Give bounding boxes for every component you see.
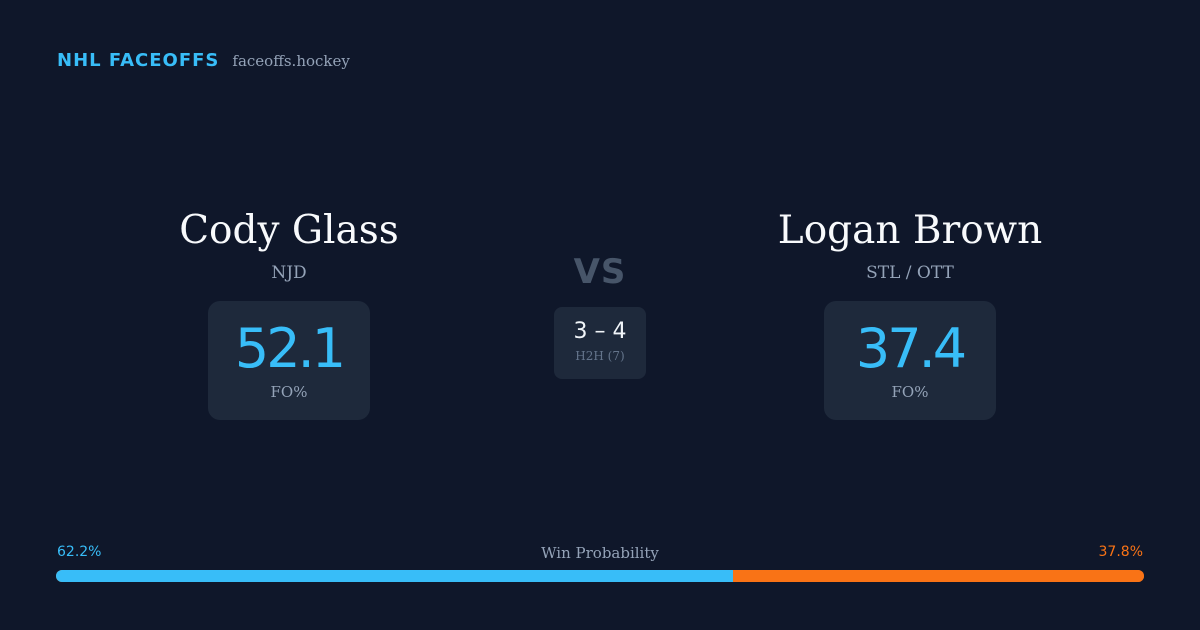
win-probability-bar-right (732, 570, 1144, 582)
faceoff-percentage: 52.1 (234, 317, 346, 380)
win-probability-left: 62.2% (57, 544, 102, 560)
stat-card: 37.4 FO% (824, 301, 996, 420)
player-name: Logan Brown (777, 208, 1043, 253)
head-to-head-score: 3 – 4 (573, 319, 627, 344)
brand: NHL FACEOFFS faceoffs.hockey (57, 50, 350, 71)
win-probability-bar (56, 570, 1144, 582)
win-probability-title: Win Probability (541, 544, 659, 562)
win-probability-right: 37.8% (1098, 544, 1143, 560)
faceoff-percentage: 37.4 (855, 317, 967, 380)
stat-card: 52.1 FO% (208, 301, 370, 420)
head-to-head-card: 3 – 4 H2H (7) (554, 307, 646, 379)
versus-label: VS (573, 252, 627, 292)
brand-title: NHL FACEOFFS (57, 50, 220, 71)
brand-url: faceoffs.hockey (232, 52, 350, 70)
stat-label: FO% (891, 383, 929, 401)
head-to-head-label: H2H (7) (575, 349, 625, 363)
player-left: Cody Glass NJD 52.1 FO% (89, 208, 489, 420)
player-name: Cody Glass (179, 208, 399, 253)
win-probability-labels: 62.2% Win Probability 37.8% (57, 544, 1143, 562)
player-right: Logan Brown STL / OTT 37.4 FO% (710, 208, 1110, 420)
player-team: STL / OTT (866, 263, 954, 283)
stat-label: FO% (270, 383, 308, 401)
player-team: NJD (271, 263, 307, 283)
win-probability-bar-left (56, 570, 733, 582)
